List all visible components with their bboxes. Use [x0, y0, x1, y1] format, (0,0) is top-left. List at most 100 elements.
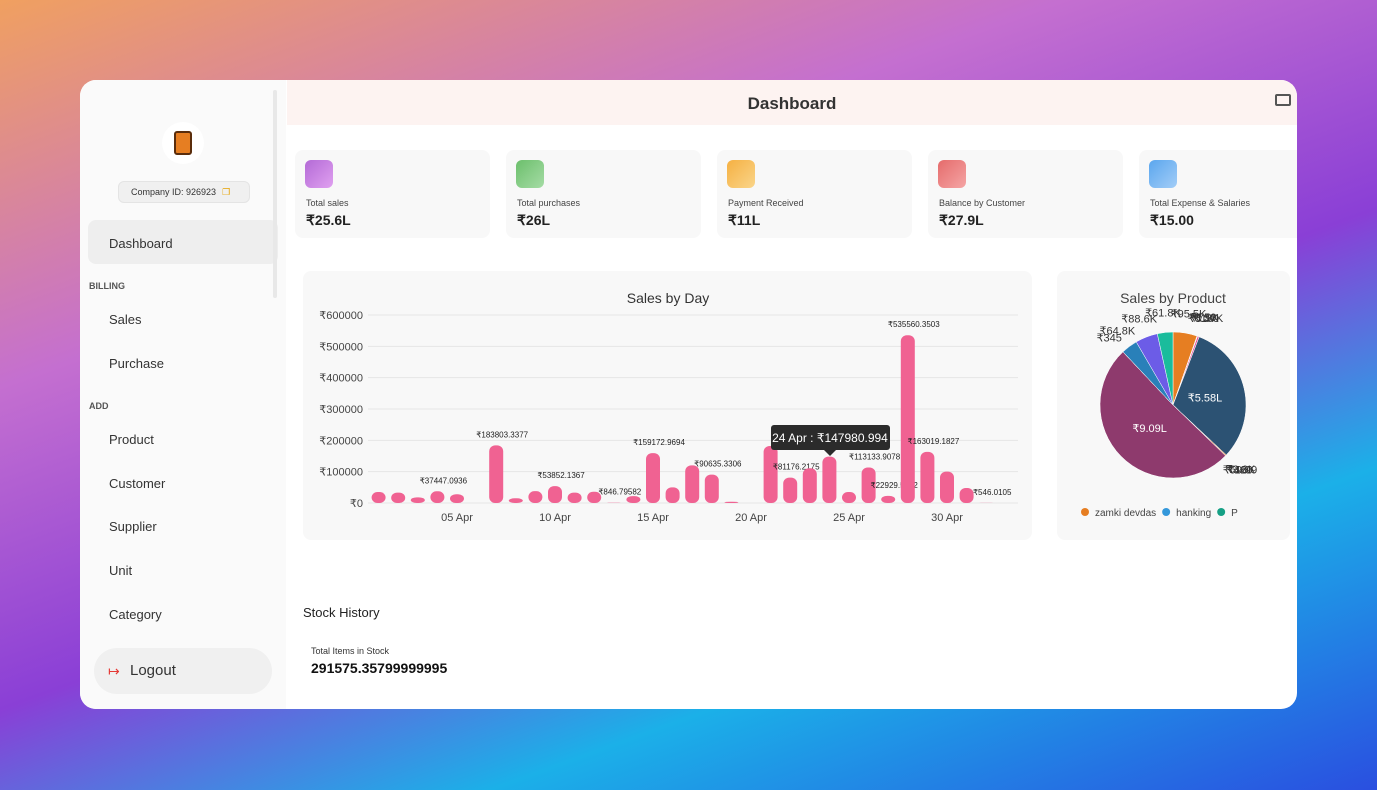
bar-chart-card: Sales by Day ₹0 ₹100000 ₹200000 ₹300000 ₹4000…: [303, 271, 1032, 540]
nav-item[interactable]: Customer: [109, 476, 166, 491]
bar: [861, 467, 876, 503]
bar: [665, 487, 680, 503]
bar: [626, 496, 641, 503]
x-tick-label: 20 Apr: [735, 512, 767, 524]
app-window: Company ID: 926923 ❐ Dashboard BILLING Sa…: [80, 80, 1297, 709]
slice-label: ₹3.6K: [1226, 464, 1256, 476]
nav-item[interactable]: Purchase: [109, 356, 164, 371]
nav-item[interactable]: Dashboard: [109, 236, 173, 251]
data-label: ₹546.0105: [973, 488, 1012, 497]
bar: [685, 465, 700, 503]
nav-item[interactable]: Supplier: [109, 519, 157, 534]
bar: [391, 492, 406, 503]
slice-label: ₹180: [1194, 313, 1219, 325]
slice-label: ₹345: [1097, 332, 1122, 344]
slice-label: ₹160: [1227, 465, 1252, 477]
legend-entry: P: [1231, 508, 1238, 519]
bar: [724, 501, 739, 503]
stock-value: 291575.35799999995: [311, 660, 448, 676]
y-tick-label: ₹600000: [319, 310, 363, 322]
slice-label: ₹750: [1191, 312, 1216, 324]
x-tick-label: 30 Apr: [931, 512, 963, 524]
legend-swatch: [1162, 508, 1171, 516]
stat-value: ₹27.9L: [939, 212, 984, 228]
x-tick-label: 15 Apr: [637, 512, 669, 524]
logout-button[interactable]: ↦ Logout: [94, 648, 272, 694]
bar: [646, 453, 660, 503]
tooltip-box: [771, 425, 890, 450]
stat-icon: [516, 160, 544, 188]
stat-card: Payment Received ₹11L: [717, 150, 912, 238]
stat-label: Payment Received: [728, 198, 804, 208]
data-label: ₹22929.5212: [871, 481, 919, 490]
slice-label: ₹6.37K: [1187, 313, 1223, 325]
stat-value: ₹15.00: [1150, 212, 1194, 228]
legend-swatch: [1217, 508, 1226, 516]
nav-item[interactable]: Sales: [109, 312, 142, 327]
bar: [450, 494, 464, 503]
bar: [881, 495, 896, 503]
logo: [162, 122, 204, 164]
data-label: ₹159172.9694: [633, 438, 685, 447]
slice-label: ₹5.58L: [1188, 393, 1223, 405]
chart-title: Sales by Day: [627, 290, 709, 306]
slice-label: ₹1.9K: [1189, 312, 1219, 324]
bar: [783, 477, 798, 503]
bar: [528, 491, 543, 503]
tooltip-text: 24 Apr : ₹147980.994: [772, 431, 888, 445]
cast-icon[interactable]: [1275, 94, 1291, 106]
nav-item[interactable]: Product: [109, 432, 154, 447]
data-label: ₹846.79582: [598, 488, 641, 497]
nav-section: ADD: [89, 401, 109, 411]
sidebar: Company ID: 926923 ❐ Dashboard BILLING Sa…: [80, 80, 286, 709]
stat-icon: [305, 160, 333, 188]
bar: [900, 335, 915, 503]
company-id[interactable]: Company ID: 926923 ❐: [118, 181, 250, 203]
stat-icon: [1149, 160, 1177, 188]
stat-label: Balance by Customer: [939, 198, 1026, 208]
slice-label: ₹420: [1227, 465, 1252, 477]
bar: [567, 492, 582, 503]
stat-card: Total sales ₹25.6L: [295, 150, 490, 238]
bar: [920, 451, 935, 503]
slice-label: ₹64.8K: [1100, 325, 1136, 337]
x-tick-label: 05 Apr: [441, 512, 473, 524]
bar: [430, 491, 445, 503]
nav-item[interactable]: Category: [109, 607, 162, 622]
nav-item[interactable]: Unit: [109, 563, 133, 578]
bar: [548, 486, 562, 503]
stock-label: Total Items in Stock: [311, 646, 390, 656]
y-tick-label: ₹500000: [319, 341, 363, 353]
nav-section: BILLING: [89, 281, 125, 291]
stat-label: Total Expense & Salaries: [1150, 198, 1251, 208]
stat-label: Total purchases: [517, 198, 581, 208]
data-label: ₹53852.1367: [537, 471, 585, 480]
active-item: [88, 220, 278, 264]
stat-icon: [727, 160, 755, 188]
slice-label: ₹61.8K: [1145, 308, 1181, 320]
stat-card: Total Expense & Salaries ₹15.00: [1139, 150, 1297, 238]
bar: [822, 456, 837, 503]
pie-slice: [1099, 351, 1226, 479]
legend-swatch: [1081, 508, 1089, 516]
bar-chart: Sales by Day ₹0 ₹100000 ₹200000 ₹300000 ₹4000…: [319, 290, 1018, 524]
header: Dashboard: [287, 80, 1297, 125]
y-tick-label: ₹300000: [319, 404, 363, 416]
stat-label: Total sales: [306, 198, 349, 208]
bar: [959, 487, 974, 503]
bar: [802, 468, 817, 503]
x-tick-label: 10 Apr: [539, 512, 571, 524]
data-label: ₹163019.1827: [907, 437, 959, 446]
slice-label: ₹9.09L: [1132, 423, 1167, 435]
company-id-text: Company ID: 926923: [131, 187, 217, 197]
data-label: ₹81176.2175: [773, 463, 820, 472]
bar: [940, 471, 954, 503]
stat-value: ₹26L: [517, 212, 551, 228]
bar: [410, 497, 425, 503]
x-tick-label: 25 Apr: [833, 512, 865, 524]
bar: [508, 498, 523, 503]
stat-card: Total purchases ₹26L: [506, 150, 701, 238]
stat-value: ₹11L: [728, 212, 761, 228]
pie-slice: [1157, 331, 1174, 406]
bar: [842, 492, 856, 503]
